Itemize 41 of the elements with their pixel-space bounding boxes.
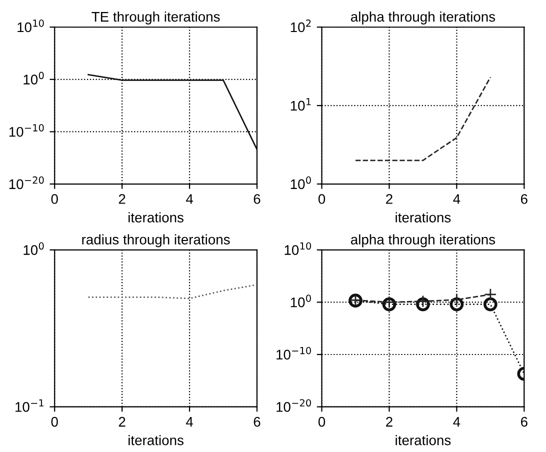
point — [483, 297, 498, 312]
x-tick-label: 6 — [254, 194, 260, 204]
chart-title: alpha through iterations — [350, 12, 496, 24]
x-axis-title: iterations — [396, 212, 451, 222]
y-tick-label: 10$^{0}$ — [24, 242, 44, 255]
y-tick-label: 10$^{0}$ — [24, 72, 44, 84]
y-tick-label: 10$^{−10}$ — [9, 124, 44, 137]
y-tick-label: 10$^{10}$ — [284, 242, 312, 255]
chart-title: TE through iterations — [92, 12, 220, 24]
y-tick-label: 10$^{10}$ — [18, 20, 44, 32]
x-tick-label: 0 — [318, 194, 326, 204]
x-tick-label: 4 — [186, 417, 193, 427]
y-tick-label: 10$^{−10}$ — [276, 346, 311, 360]
y-tick-label: 10$^{1}$ — [290, 98, 311, 111]
x-tick-label: 6 — [521, 194, 528, 204]
x-tick-label: 2 — [386, 194, 392, 204]
x-tick-label: 0 — [51, 194, 58, 204]
x-tick-label: 4 — [186, 194, 193, 204]
x-tick-label: 6 — [254, 416, 260, 427]
x-tick-label: 0 — [51, 416, 58, 427]
chart-title: radius through iterations — [82, 234, 230, 248]
x-tick-label: 2 — [386, 416, 392, 427]
x-axis-title: iterations — [128, 212, 184, 222]
x-axis-title: iterations — [396, 435, 451, 446]
x-tick-label: 2 — [118, 416, 126, 427]
x-axis-title: iterations — [128, 435, 184, 446]
x-tick-label: 4 — [453, 194, 460, 204]
line-series — [88, 284, 257, 300]
point — [484, 288, 497, 301]
y-tick-label: 10$^{−20}$ — [276, 399, 311, 412]
y-tick-label: 10$^{0}$ — [290, 294, 311, 308]
point — [450, 293, 463, 306]
y-tick-label: 10$^{0}$ — [290, 176, 311, 190]
y-tick-label: 10$^{−20}$ — [9, 176, 44, 190]
y-tick-label: 10$^{−1}$ — [16, 399, 44, 412]
x-tick-label: 4 — [453, 417, 460, 427]
chart-title: alpha through iterations — [350, 234, 496, 248]
x-tick-label: 0 — [318, 416, 326, 427]
y-tick-label: 10$^{2}$ — [290, 20, 311, 32]
x-tick-label: 2 — [118, 194, 126, 204]
x-tick-label: 6 — [521, 416, 528, 427]
